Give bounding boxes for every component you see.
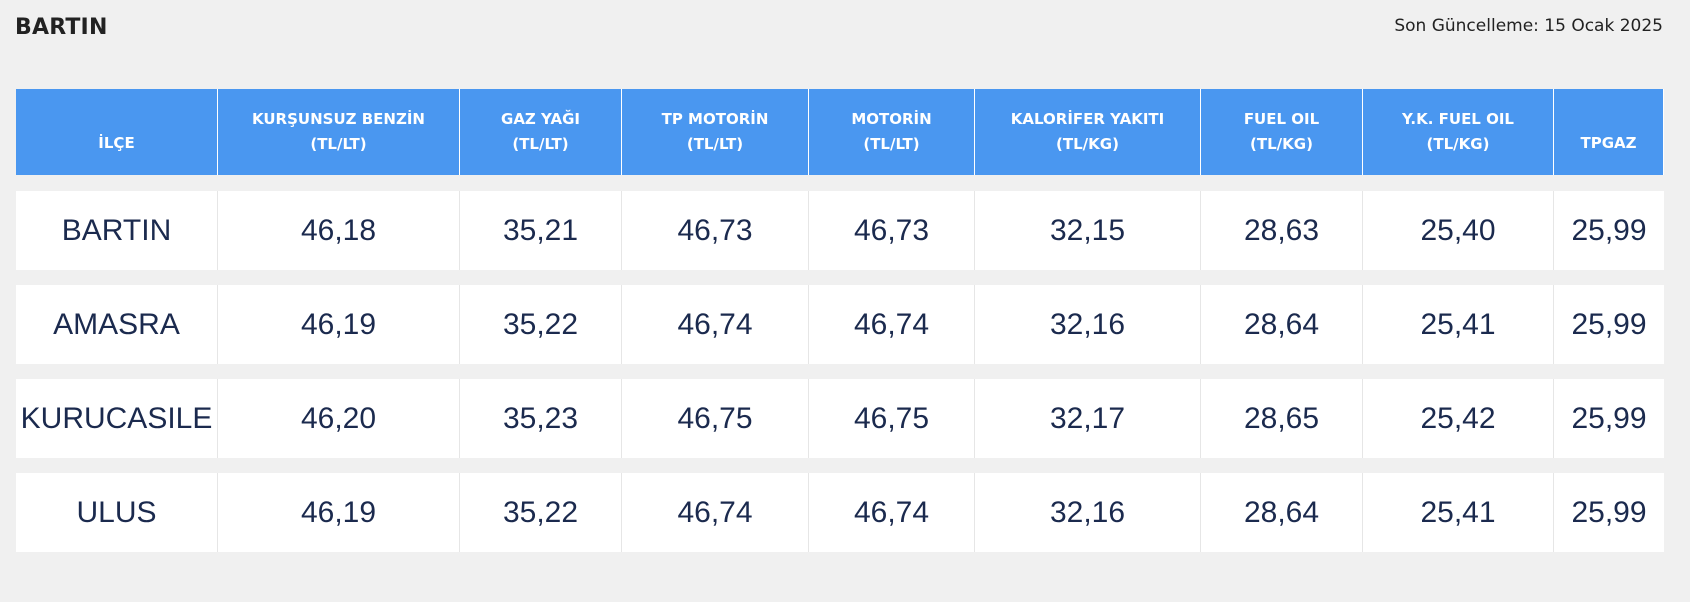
price-cell: 46,73 [809,191,975,270]
row-gap [16,175,1664,191]
price-cell: 46,18 [218,191,460,270]
district-cell: ULUS [16,473,218,552]
price-cell: 25,99 [1554,285,1664,364]
price-cell: 25,99 [1554,379,1664,458]
column-header-unit: (TL/LT) [686,135,744,153]
price-cell: 28,64 [1201,473,1363,552]
price-cell: 32,16 [975,473,1201,552]
fuel-price-table: İLÇE KURŞUNSUZ BENZİN (TL/LT) GAZ YAĞI (… [16,89,1664,552]
column-header-label: TPGAZ [1580,133,1637,152]
district-cell: KURUCASILE [16,379,218,458]
price-cell: 25,41 [1363,473,1554,552]
price-cell: 46,74 [809,285,975,364]
price-cell: 25,41 [1363,285,1554,364]
price-cell: 32,16 [975,285,1201,364]
column-header-unit: (TL/LT) [310,135,367,153]
price-cell: 32,17 [975,379,1201,458]
column-header-unit: (TL/LT) [863,135,920,153]
column-header-kerosene: GAZ YAĞI (TL/LT) [460,89,622,175]
row-gap [16,270,1664,285]
column-header-label: KALORİFER YAKITI [1010,110,1165,128]
column-header-unit: (TL/LT) [512,135,569,153]
page-title: BARTIN [15,15,108,40]
column-header-unit: (TL/KG) [1426,135,1490,153]
column-header-diesel: MOTORİN (TL/LT) [809,89,975,175]
price-cell: 25,40 [1363,191,1554,270]
price-cell: 46,20 [218,379,460,458]
column-header-unit: (TL/KG) [1250,135,1313,153]
column-header-label: KURŞUNSUZ BENZİN [252,110,425,128]
column-header-label: İLÇE [98,133,135,152]
price-cell: 28,63 [1201,191,1363,270]
price-cell: 46,74 [622,285,809,364]
price-cell: 28,64 [1201,285,1363,364]
column-header-tpgaz: TPGAZ [1554,89,1664,175]
column-header-unleaded-gasoline: KURŞUNSUZ BENZİN (TL/LT) [218,89,460,175]
price-cell: 25,42 [1363,379,1554,458]
column-header-hs-fuel-oil: Y.K. FUEL OIL (TL/KG) [1363,89,1554,175]
column-header-label: MOTORİN [851,110,932,128]
price-cell: 46,74 [622,473,809,552]
column-header-heating-fuel: KALORİFER YAKITI (TL/KG) [975,89,1201,175]
column-header-label: GAZ YAĞI [501,110,580,128]
price-cell: 28,65 [1201,379,1363,458]
district-cell: AMASRA [16,285,218,364]
column-header-label: FUEL OIL [1243,110,1320,128]
price-cell: 35,22 [460,473,622,552]
price-cell: 35,21 [460,191,622,270]
district-cell: BARTIN [16,191,218,270]
price-cell: 46,75 [622,379,809,458]
column-header-label: TP MOTORİN [661,110,769,128]
price-cell: 46,74 [809,473,975,552]
price-cell: 25,99 [1554,191,1664,270]
column-header-label: Y.K. FUEL OIL [1402,110,1514,128]
price-cell: 32,15 [975,191,1201,270]
column-header-unit: (TL/KG) [1056,135,1119,153]
price-cell: 46,19 [218,473,460,552]
column-header-tp-diesel: TP MOTORİN (TL/LT) [622,89,809,175]
column-header-fuel-oil: FUEL OIL (TL/KG) [1201,89,1363,175]
column-header-district: İLÇE [16,89,218,175]
last-updated-text: Son Güncelleme: 15 Ocak 2025 [1394,16,1663,36]
price-cell: 46,75 [809,379,975,458]
row-gap [16,458,1664,473]
price-cell: 35,23 [460,379,622,458]
price-cell: 46,19 [218,285,460,364]
price-cell: 46,73 [622,191,809,270]
price-cell: 25,99 [1554,473,1664,552]
price-cell: 35,22 [460,285,622,364]
row-gap [16,364,1664,379]
